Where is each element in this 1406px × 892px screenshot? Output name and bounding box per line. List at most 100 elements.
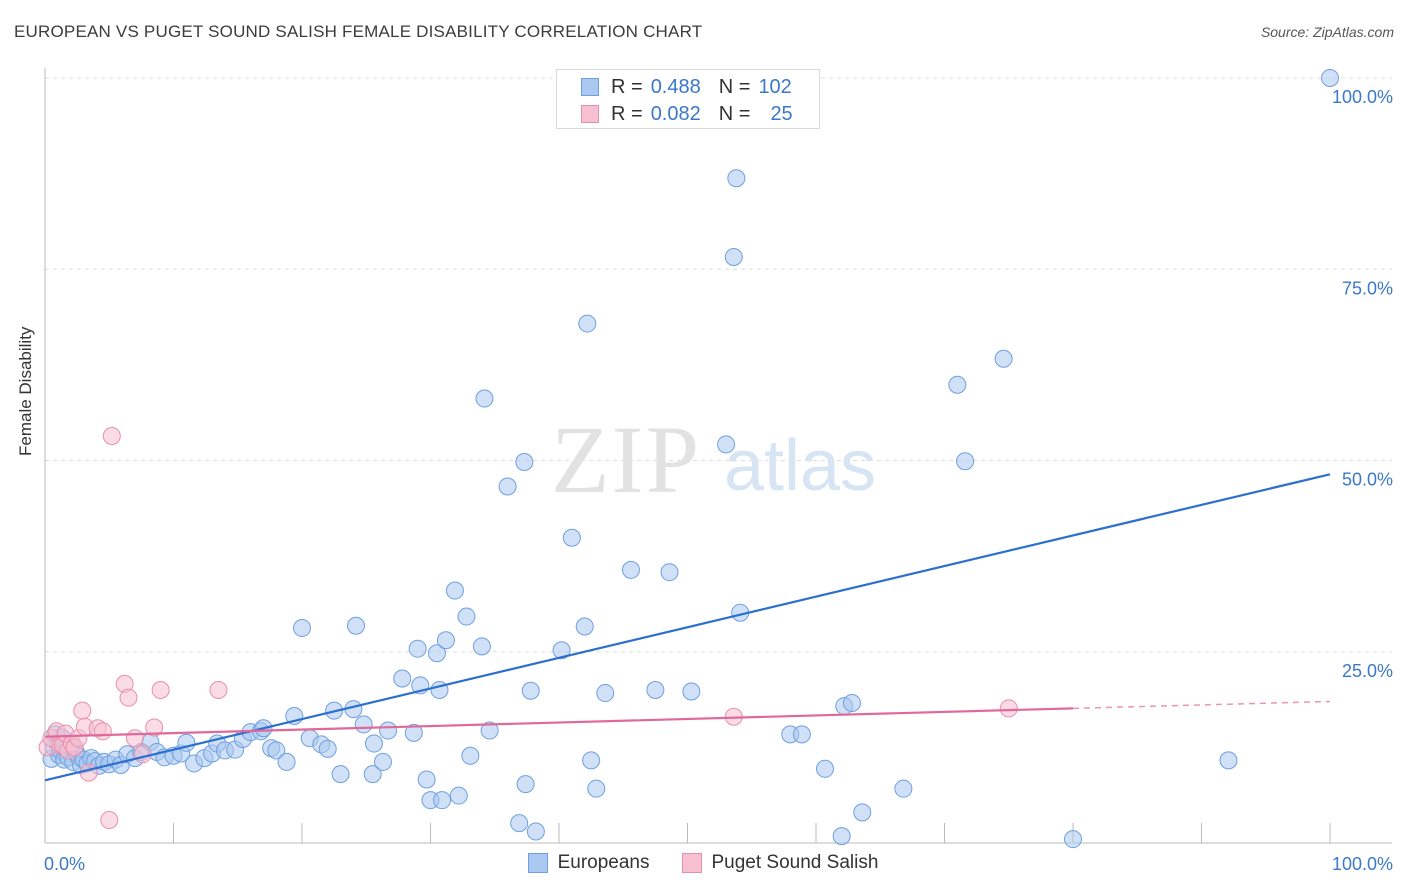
- europeans-point: [562, 528, 581, 547]
- europeans-point: [792, 725, 811, 744]
- y-tick-label: 75.0%: [1342, 278, 1393, 298]
- europeans-trend-line: [44, 473, 1331, 782]
- europeans-legend-swatch: [527, 853, 548, 873]
- europeans-point: [267, 741, 286, 760]
- europeans-point: [596, 684, 615, 703]
- source-label: Source: ZipAtlas.com: [1260, 24, 1394, 40]
- europeans-point: [436, 631, 455, 650]
- n-label: N =: [718, 102, 751, 125]
- europeans-point: [578, 314, 597, 333]
- puget-sound-salish-swatch: [581, 105, 599, 123]
- europeans-point: [1219, 751, 1238, 770]
- europeans-point: [575, 617, 594, 636]
- series-legend: Europeans Puget Sound Salish: [0, 852, 1406, 874]
- europeans-point: [346, 616, 365, 635]
- europeans-point: [853, 803, 872, 822]
- europeans-point: [994, 349, 1013, 368]
- r-label: R =: [611, 75, 643, 98]
- europeans-point: [445, 581, 464, 600]
- europeans-point: [364, 734, 383, 753]
- puget-sound-salish-point: [102, 427, 121, 446]
- europeans-point: [660, 563, 679, 582]
- r-label: R =: [611, 102, 643, 125]
- europeans-point: [373, 752, 392, 771]
- n-value: 25: [770, 102, 793, 125]
- puget-sound-salish-point: [119, 688, 138, 707]
- grid-lines: [45, 77, 1392, 653]
- puget-sound-salish-point: [999, 699, 1018, 718]
- puget-sound-salish-trend-line: [44, 707, 1074, 738]
- europeans-point: [331, 765, 350, 784]
- y-tick-label: 50.0%: [1342, 470, 1393, 490]
- europeans-point: [948, 375, 967, 394]
- n-value: 102: [758, 75, 792, 98]
- europeans-point: [393, 669, 412, 688]
- puget-sound-salish-point: [209, 681, 228, 699]
- europeans-point: [515, 453, 534, 472]
- legend-item-puget-sound-salish[interactable]: Puget Sound Salish: [681, 852, 879, 874]
- y-tick-label: 100.0%: [1332, 87, 1393, 107]
- puget-sound-salish-legend-label: Puget Sound Salish: [711, 852, 879, 873]
- europeans-point: [727, 169, 746, 188]
- europeans-point: [724, 248, 743, 267]
- europeans-point: [510, 814, 529, 833]
- r-value: 0.488: [650, 75, 701, 98]
- x-tick-label: 0.0%: [44, 854, 85, 874]
- europeans-point: [318, 739, 337, 758]
- puget-sound-salish-point: [151, 681, 170, 699]
- puget-sound-salish-point: [145, 718, 164, 737]
- europeans-point: [293, 619, 311, 638]
- europeans-point: [894, 779, 913, 798]
- stats-legend: R = 0.488 N = 102 R = 0.082 N = 25: [556, 69, 820, 129]
- europeans-point: [587, 779, 606, 798]
- europeans-point: [582, 751, 601, 770]
- puget-sound-salish-point: [79, 763, 98, 782]
- legend-item-europeans[interactable]: Europeans: [527, 852, 650, 874]
- europeans-point: [408, 639, 427, 658]
- europeans-point: [717, 435, 736, 454]
- trend-lines: [44, 473, 1331, 782]
- europeans-point: [354, 715, 373, 734]
- europeans-point: [1321, 69, 1339, 87]
- europeans-point: [427, 644, 446, 663]
- europeans-point: [363, 765, 382, 784]
- europeans-point: [480, 721, 499, 740]
- r-value: 0.082: [650, 102, 701, 125]
- puget-sound-salish-point: [73, 701, 92, 720]
- europeans-swatch: [581, 78, 599, 96]
- europeans-point: [682, 682, 701, 701]
- europeans-point: [475, 389, 494, 408]
- puget-sound-salish-point: [125, 729, 144, 748]
- europeans-point: [433, 791, 452, 810]
- watermark-atlas: atlas: [724, 426, 876, 506]
- europeans-point: [457, 607, 476, 626]
- tick-labels: 25.0% 50.0% 75.0% 100.0% 0.0% 100.0%: [44, 87, 1393, 874]
- europeans-point: [498, 477, 517, 496]
- legend-row-europeans: R = 0.488 N = 102: [581, 76, 792, 98]
- puget-sound-salish-point: [133, 745, 152, 764]
- europeans-point: [461, 746, 480, 765]
- puget-sound-salish-point: [100, 811, 119, 830]
- puget-sound-salish-legend-swatch: [681, 853, 702, 873]
- europeans-point: [379, 721, 398, 740]
- europeans-point: [621, 560, 640, 579]
- europeans-point: [1064, 830, 1082, 849]
- y-tick-label: 25.0%: [1342, 661, 1393, 681]
- x-tick-label: 100.0%: [1332, 854, 1393, 874]
- europeans-point: [521, 681, 540, 700]
- europeans-point: [842, 694, 861, 713]
- europeans-point: [277, 752, 296, 771]
- n-label: N =: [718, 75, 751, 98]
- europeans-point: [815, 759, 834, 778]
- europeans-point: [516, 775, 535, 794]
- europeans-point: [472, 637, 491, 656]
- chart-title: EUROPEAN VS PUGET SOUND SALISH FEMALE DI…: [14, 22, 703, 41]
- europeans-point: [417, 770, 436, 789]
- europeans-point: [552, 641, 571, 660]
- europeans-point: [956, 452, 975, 471]
- europeans-point: [646, 681, 665, 699]
- y-axis-label: Female Disability: [16, 326, 35, 456]
- legend-row-puget-sound-salish: R = 0.082 N = 25: [581, 103, 793, 125]
- europeans-legend-label: Europeans: [557, 852, 650, 873]
